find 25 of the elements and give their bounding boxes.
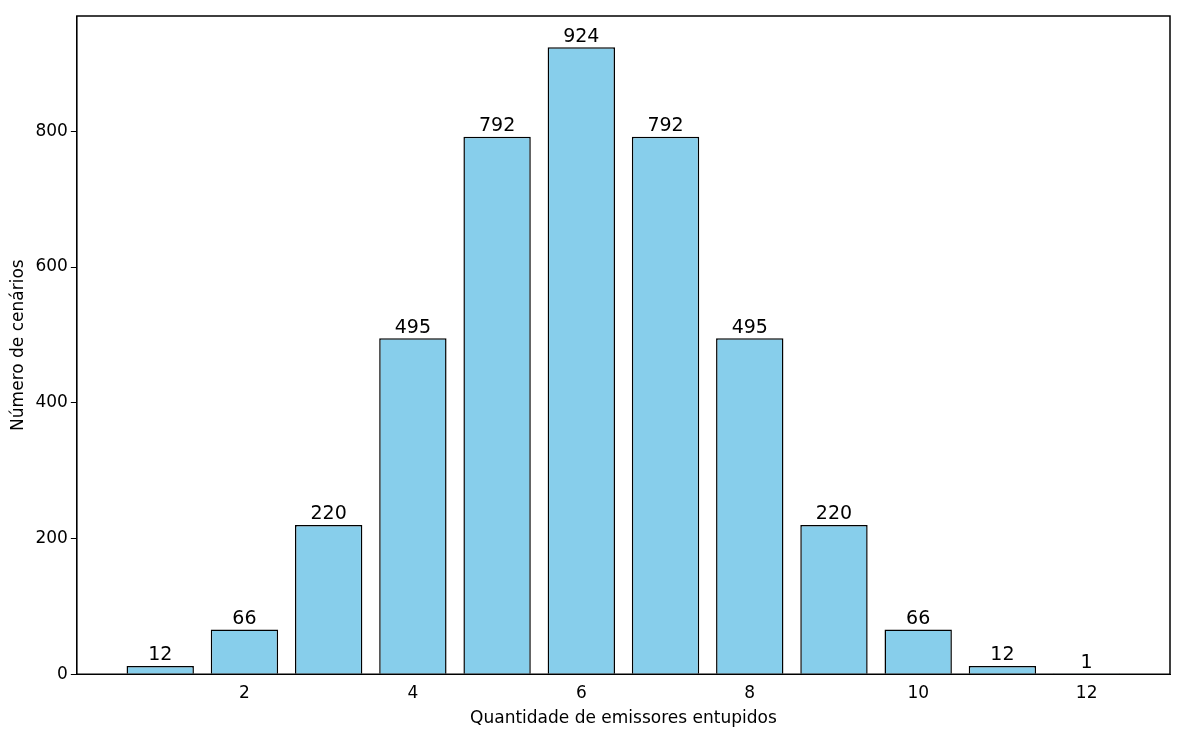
data-label: 12: [990, 642, 1015, 665]
x-tick-label: 12: [1075, 681, 1098, 702]
x-tick-label: 4: [407, 681, 419, 702]
data-label: 792: [478, 113, 516, 136]
y-tick-label: 200: [35, 526, 68, 547]
x-tick-label: 2: [239, 681, 250, 702]
x-axis-title: Quantidade de emissores entupidos: [470, 707, 777, 728]
y-tick-label: 600: [35, 255, 68, 276]
y-tick-label: 400: [35, 391, 68, 412]
data-label: 66: [906, 605, 931, 628]
y-tick-label: 0: [57, 662, 68, 683]
x-tick-label: 6: [575, 681, 587, 702]
data-label: 66: [232, 605, 257, 628]
data-label: 220: [815, 501, 853, 524]
data-label: 1: [1080, 649, 1093, 672]
data-label: 220: [310, 501, 347, 524]
data-label: 924: [563, 23, 600, 46]
data-label: 495: [731, 314, 768, 337]
data-label: 792: [647, 113, 684, 136]
y-axis-title: Número de cenários: [6, 259, 27, 431]
x-tick-label: 8: [744, 681, 756, 702]
x-tick-label: 10: [907, 681, 930, 702]
y-tick-label: 800: [35, 119, 68, 140]
data-label: 495: [394, 314, 432, 337]
data-label: 12: [148, 642, 173, 665]
